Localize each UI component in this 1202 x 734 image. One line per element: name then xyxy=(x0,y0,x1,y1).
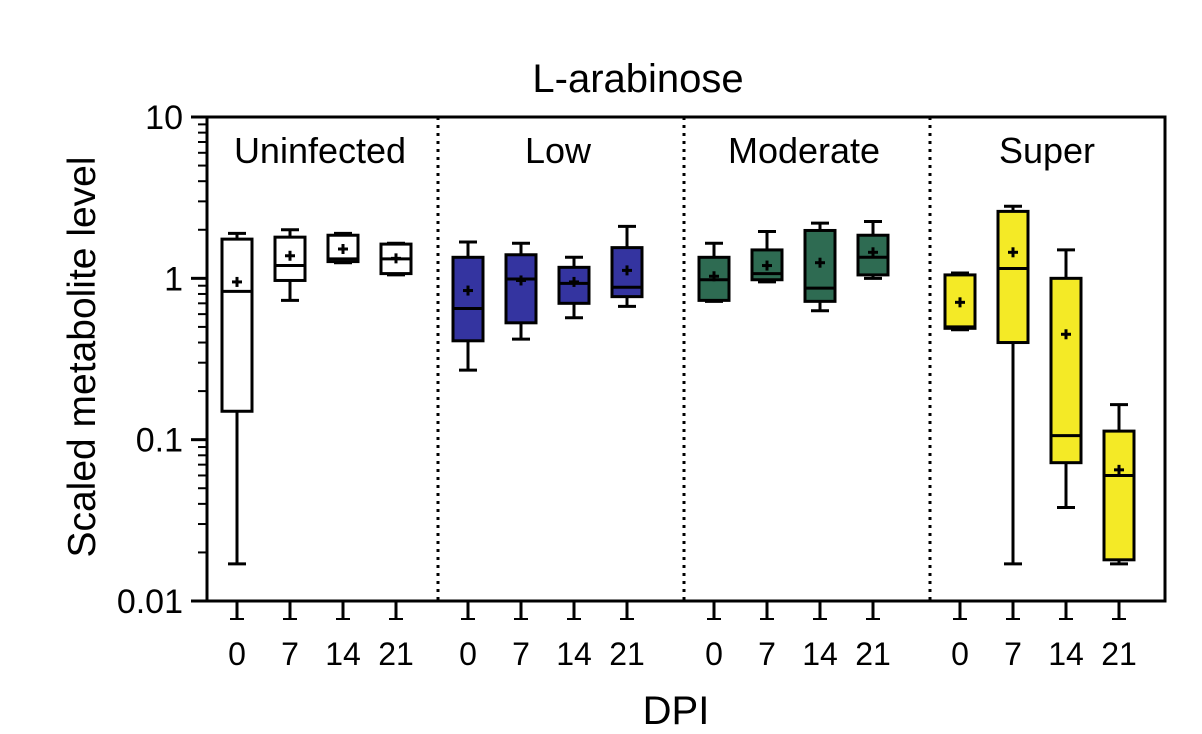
group-label: Super xyxy=(999,130,1095,171)
x-tick-label: 7 xyxy=(1004,636,1022,672)
y-tick-label: 0.1 xyxy=(136,422,183,460)
y-tick-label: 10 xyxy=(145,99,183,137)
group-label: Uninfected xyxy=(234,130,406,171)
y-axis-label: Scaled metabolite level xyxy=(61,156,104,557)
group-label: Low xyxy=(525,130,592,171)
x-tick-label: 0 xyxy=(459,636,477,672)
box xyxy=(996,209,1030,345)
x-tick-label: 21 xyxy=(855,636,891,672)
plot-frame xyxy=(205,115,1167,603)
y-tick-label: 1 xyxy=(164,260,183,298)
x-tick-label: 7 xyxy=(512,636,530,672)
x-tick-label: 0 xyxy=(705,636,723,672)
box xyxy=(326,233,360,264)
x-tick-label: 21 xyxy=(1101,636,1137,672)
x-tick-label: 0 xyxy=(951,636,969,672)
box xyxy=(451,255,485,343)
x-tick-label: 21 xyxy=(609,636,645,672)
x-tick-label: 14 xyxy=(802,636,838,672)
box xyxy=(273,235,307,282)
box xyxy=(1102,429,1136,562)
group-label: Moderate xyxy=(728,130,880,171)
x-tick-label: 14 xyxy=(1048,636,1084,672)
box xyxy=(220,237,254,413)
x-tick-label: 7 xyxy=(281,636,299,672)
box xyxy=(1049,276,1083,465)
x-tick-label: 14 xyxy=(325,636,361,672)
x-tick-label: 14 xyxy=(556,636,592,672)
x-tick-label: 21 xyxy=(378,636,414,672)
x-tick-label: 7 xyxy=(758,636,776,672)
box xyxy=(504,253,538,325)
x-tick-label: 0 xyxy=(228,636,246,672)
x-axis-label: DPI xyxy=(643,689,710,733)
y-tick-label: 0.01 xyxy=(117,583,183,621)
chart-title: L-arabinose xyxy=(532,57,743,101)
